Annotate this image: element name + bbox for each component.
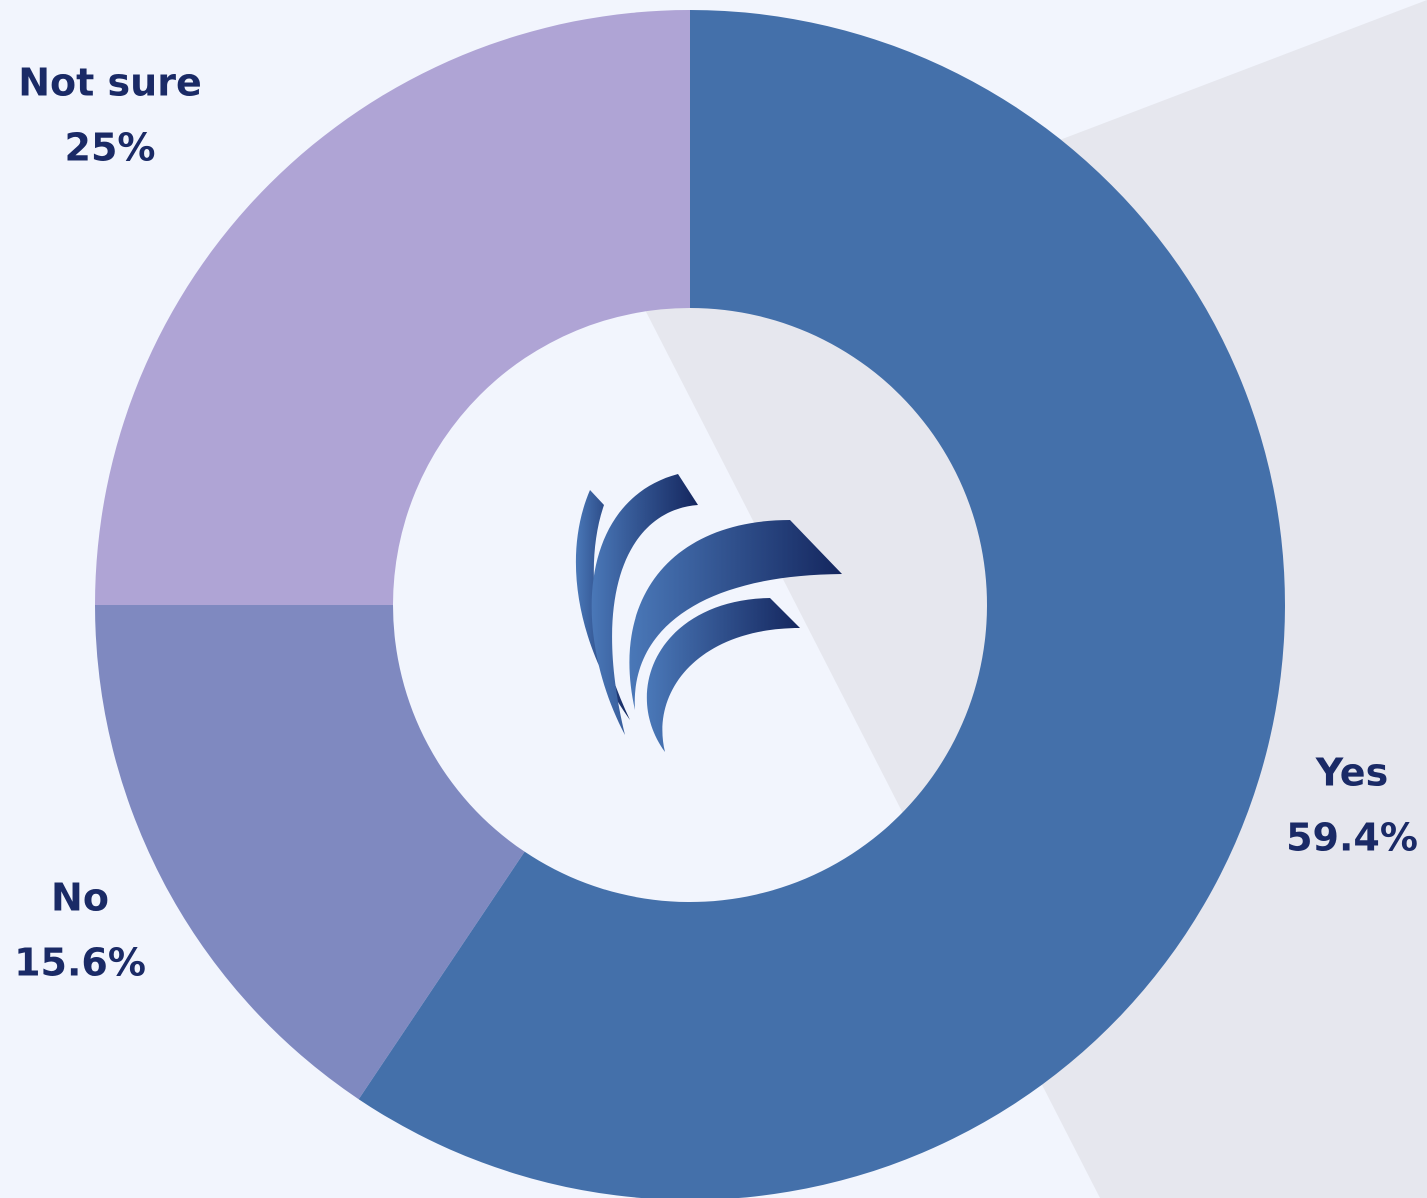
slice-label: Yes	[1315, 751, 1388, 795]
slice	[95, 10, 690, 605]
slice-label: Not sure	[18, 61, 202, 105]
slice-value: 25%	[65, 126, 156, 170]
slice-label: No	[51, 876, 109, 920]
slice-value: 59.4%	[1286, 816, 1418, 860]
slice	[358, 10, 1285, 1198]
donut	[95, 10, 1285, 1198]
slice-value: 15.6%	[14, 941, 146, 985]
slice	[95, 605, 525, 1100]
logo	[575, 474, 842, 752]
